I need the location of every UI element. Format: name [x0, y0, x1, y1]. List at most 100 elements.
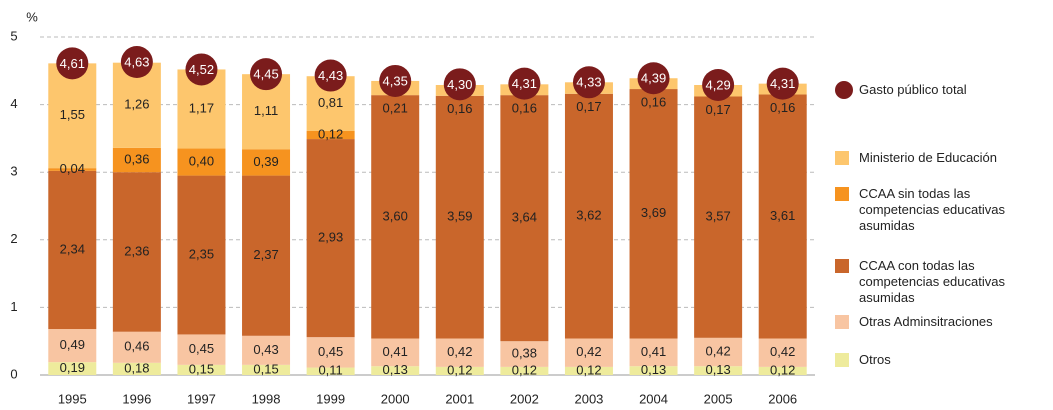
- bar-segment: [112, 172, 161, 332]
- total-marker: [314, 59, 347, 92]
- value-label: 0,12: [447, 362, 472, 377]
- bar-segment: [48, 170, 97, 330]
- bar-segment: [242, 149, 291, 176]
- value-label: 0,15: [253, 361, 278, 376]
- value-label: 3,61: [770, 208, 795, 223]
- bar-segment: [306, 367, 355, 375]
- x-tick-label: 2001: [445, 391, 474, 406]
- legend-swatch: [835, 353, 849, 367]
- value-label: 1,55: [60, 107, 85, 122]
- y-axis-label: %: [26, 9, 38, 24]
- legend-item: CCAA sin todas las competencias educativ…: [835, 186, 1049, 234]
- x-tick-label: 1999: [316, 391, 345, 406]
- value-label: 1,26: [124, 97, 149, 112]
- value-label: 0,41: [383, 344, 408, 359]
- bar-segment: [306, 337, 355, 368]
- value-label: 3,69: [641, 205, 666, 220]
- bar-segment: [242, 335, 291, 365]
- value-label: 2,93: [318, 230, 343, 245]
- x-tick-label: 2000: [381, 391, 410, 406]
- bar-segment: [694, 96, 743, 338]
- value-label: 0,12: [512, 362, 537, 377]
- value-label: 0,41: [641, 344, 666, 359]
- y-tick-label: 0: [10, 366, 17, 381]
- value-label: 1,17: [189, 100, 214, 115]
- x-tick-label: 2003: [574, 391, 603, 406]
- legend-swatch: [835, 259, 849, 273]
- bar-segment: [758, 338, 807, 367]
- value-label: 0,40: [189, 153, 214, 168]
- bar-segment: [564, 366, 613, 375]
- value-label: 0,18: [124, 360, 149, 375]
- bar-segment: [629, 366, 678, 375]
- bar-segment: [500, 95, 549, 342]
- legend-swatch: [835, 81, 853, 99]
- bar-segment: [177, 334, 226, 365]
- legend-label: Otras Adminsitraciones: [859, 314, 993, 329]
- bar-segment: [758, 94, 807, 339]
- y-tick-label: 5: [10, 28, 17, 43]
- bar-segment: [629, 89, 678, 339]
- bar-segment: [112, 362, 161, 375]
- x-tick-label: 1997: [187, 391, 216, 406]
- value-label: 0,46: [124, 339, 149, 354]
- total-label: 4,39: [641, 71, 666, 86]
- value-label: 0,17: [705, 102, 730, 117]
- value-label: 0,16: [641, 94, 666, 109]
- value-label: 1,11: [254, 103, 278, 118]
- x-tick-label: 1998: [252, 391, 281, 406]
- y-tick-label: 1: [10, 299, 17, 314]
- bar-segment: [48, 63, 97, 169]
- value-label: 3,62: [576, 208, 601, 223]
- value-label: 0,13: [705, 362, 730, 377]
- value-label: 0,19: [60, 360, 85, 375]
- y-tick-label: 4: [10, 96, 17, 111]
- legend-swatch: [835, 315, 849, 329]
- value-label: 0,12: [770, 362, 795, 377]
- value-label: 0,17: [576, 99, 601, 114]
- value-label: 0,12: [318, 126, 343, 141]
- value-label: 0,43: [253, 342, 278, 357]
- value-label: 0,04: [60, 161, 85, 176]
- total-marker: [120, 46, 153, 79]
- legend-label: Gasto público total: [859, 82, 967, 97]
- total-label: 4,33: [576, 75, 601, 90]
- total-label: 4,31: [770, 76, 795, 91]
- total-label: 4,29: [705, 77, 730, 92]
- value-label: 3,57: [705, 209, 730, 224]
- bar-segment: [629, 338, 678, 367]
- x-tick-label: 1995: [58, 391, 87, 406]
- total-marker: [702, 68, 735, 101]
- total-marker: [572, 66, 605, 99]
- value-label: 0,42: [770, 344, 795, 359]
- bar-segment: [48, 168, 97, 171]
- total-label: 4,45: [253, 67, 278, 82]
- value-label: 0,42: [447, 344, 472, 359]
- bar-segment: [177, 175, 226, 335]
- value-label: 0,81: [318, 95, 343, 110]
- value-label: 2,35: [189, 246, 214, 261]
- legend-item: Otros: [835, 352, 1049, 368]
- bar-segment: [306, 130, 355, 140]
- legend-item: Otras Adminsitraciones: [835, 314, 1049, 330]
- bar-segment: [371, 95, 420, 339]
- value-label: 2,37: [253, 247, 278, 262]
- total-marker: [637, 62, 670, 95]
- total-label: 4,30: [447, 77, 472, 92]
- total-label: 4,43: [318, 68, 343, 83]
- value-label: 0,49: [60, 337, 85, 352]
- value-label: 2,36: [124, 243, 149, 258]
- bar-segment: [435, 338, 484, 367]
- total-label: 4,31: [512, 76, 537, 91]
- legend-swatch: [835, 151, 849, 165]
- value-label: 0,11: [318, 363, 342, 378]
- total-marker: [508, 67, 541, 100]
- value-label: 0,16: [512, 101, 537, 116]
- value-label: 3,59: [447, 209, 472, 224]
- total-label: 4,63: [124, 54, 149, 69]
- bar-segment: [500, 366, 549, 375]
- bar-segment: [435, 95, 484, 339]
- value-label: 2,34: [60, 241, 85, 256]
- bar-segment: [371, 338, 420, 367]
